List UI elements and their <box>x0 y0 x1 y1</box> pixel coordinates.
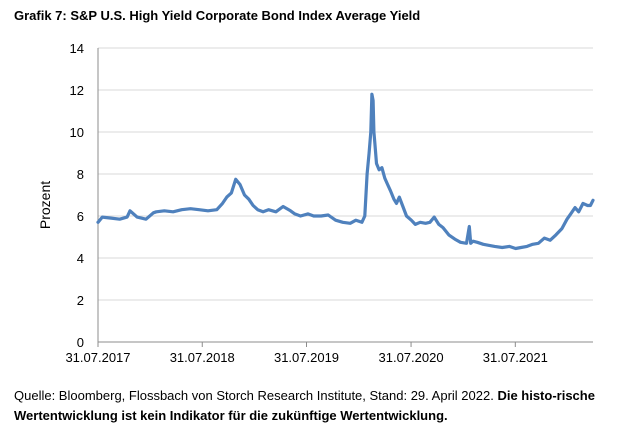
y-tick-label: 12 <box>70 83 84 98</box>
x-tick-label: 31.07.2018 <box>170 350 235 365</box>
source-note: Quelle: Bloomberg, Flossbach von Storch … <box>14 386 626 426</box>
y-tick-label: 10 <box>70 125 84 140</box>
x-tick-label: 31.07.2019 <box>274 350 339 365</box>
y-tick-label: 6 <box>77 209 84 224</box>
disclaimer-text: Die histo-rische Wertentwicklung ist kei… <box>14 388 595 423</box>
x-tick-label: 31.07.2020 <box>379 350 444 365</box>
x-tick-label: 31.07.2021 <box>483 350 548 365</box>
x-tick-label: 31.07.2017 <box>65 350 130 365</box>
axes <box>97 48 593 343</box>
y-tick-label: 4 <box>77 251 84 266</box>
source-text: Quelle: Bloomberg, Flossbach von Storch … <box>14 388 498 403</box>
series-line-yield <box>96 92 595 251</box>
series-group <box>96 92 595 251</box>
x-tick-labels: 31.07.2017 31.07.2018 31.07.2019 31.07.2020… <box>65 342 548 365</box>
y-tick-labels: 0 2 4 6 8 10 12 14 <box>70 41 84 350</box>
chart-title: Grafik 7: S&P U.S. High Yield Corporate … <box>14 8 421 23</box>
y-tick-label: 14 <box>70 41 84 56</box>
gridlines <box>98 47 593 301</box>
y-tick-label: 0 <box>77 335 84 350</box>
y-tick-label: 8 <box>77 167 84 182</box>
y-tick-label: 2 <box>77 293 84 308</box>
y-axis-label: Prozent <box>37 181 53 229</box>
